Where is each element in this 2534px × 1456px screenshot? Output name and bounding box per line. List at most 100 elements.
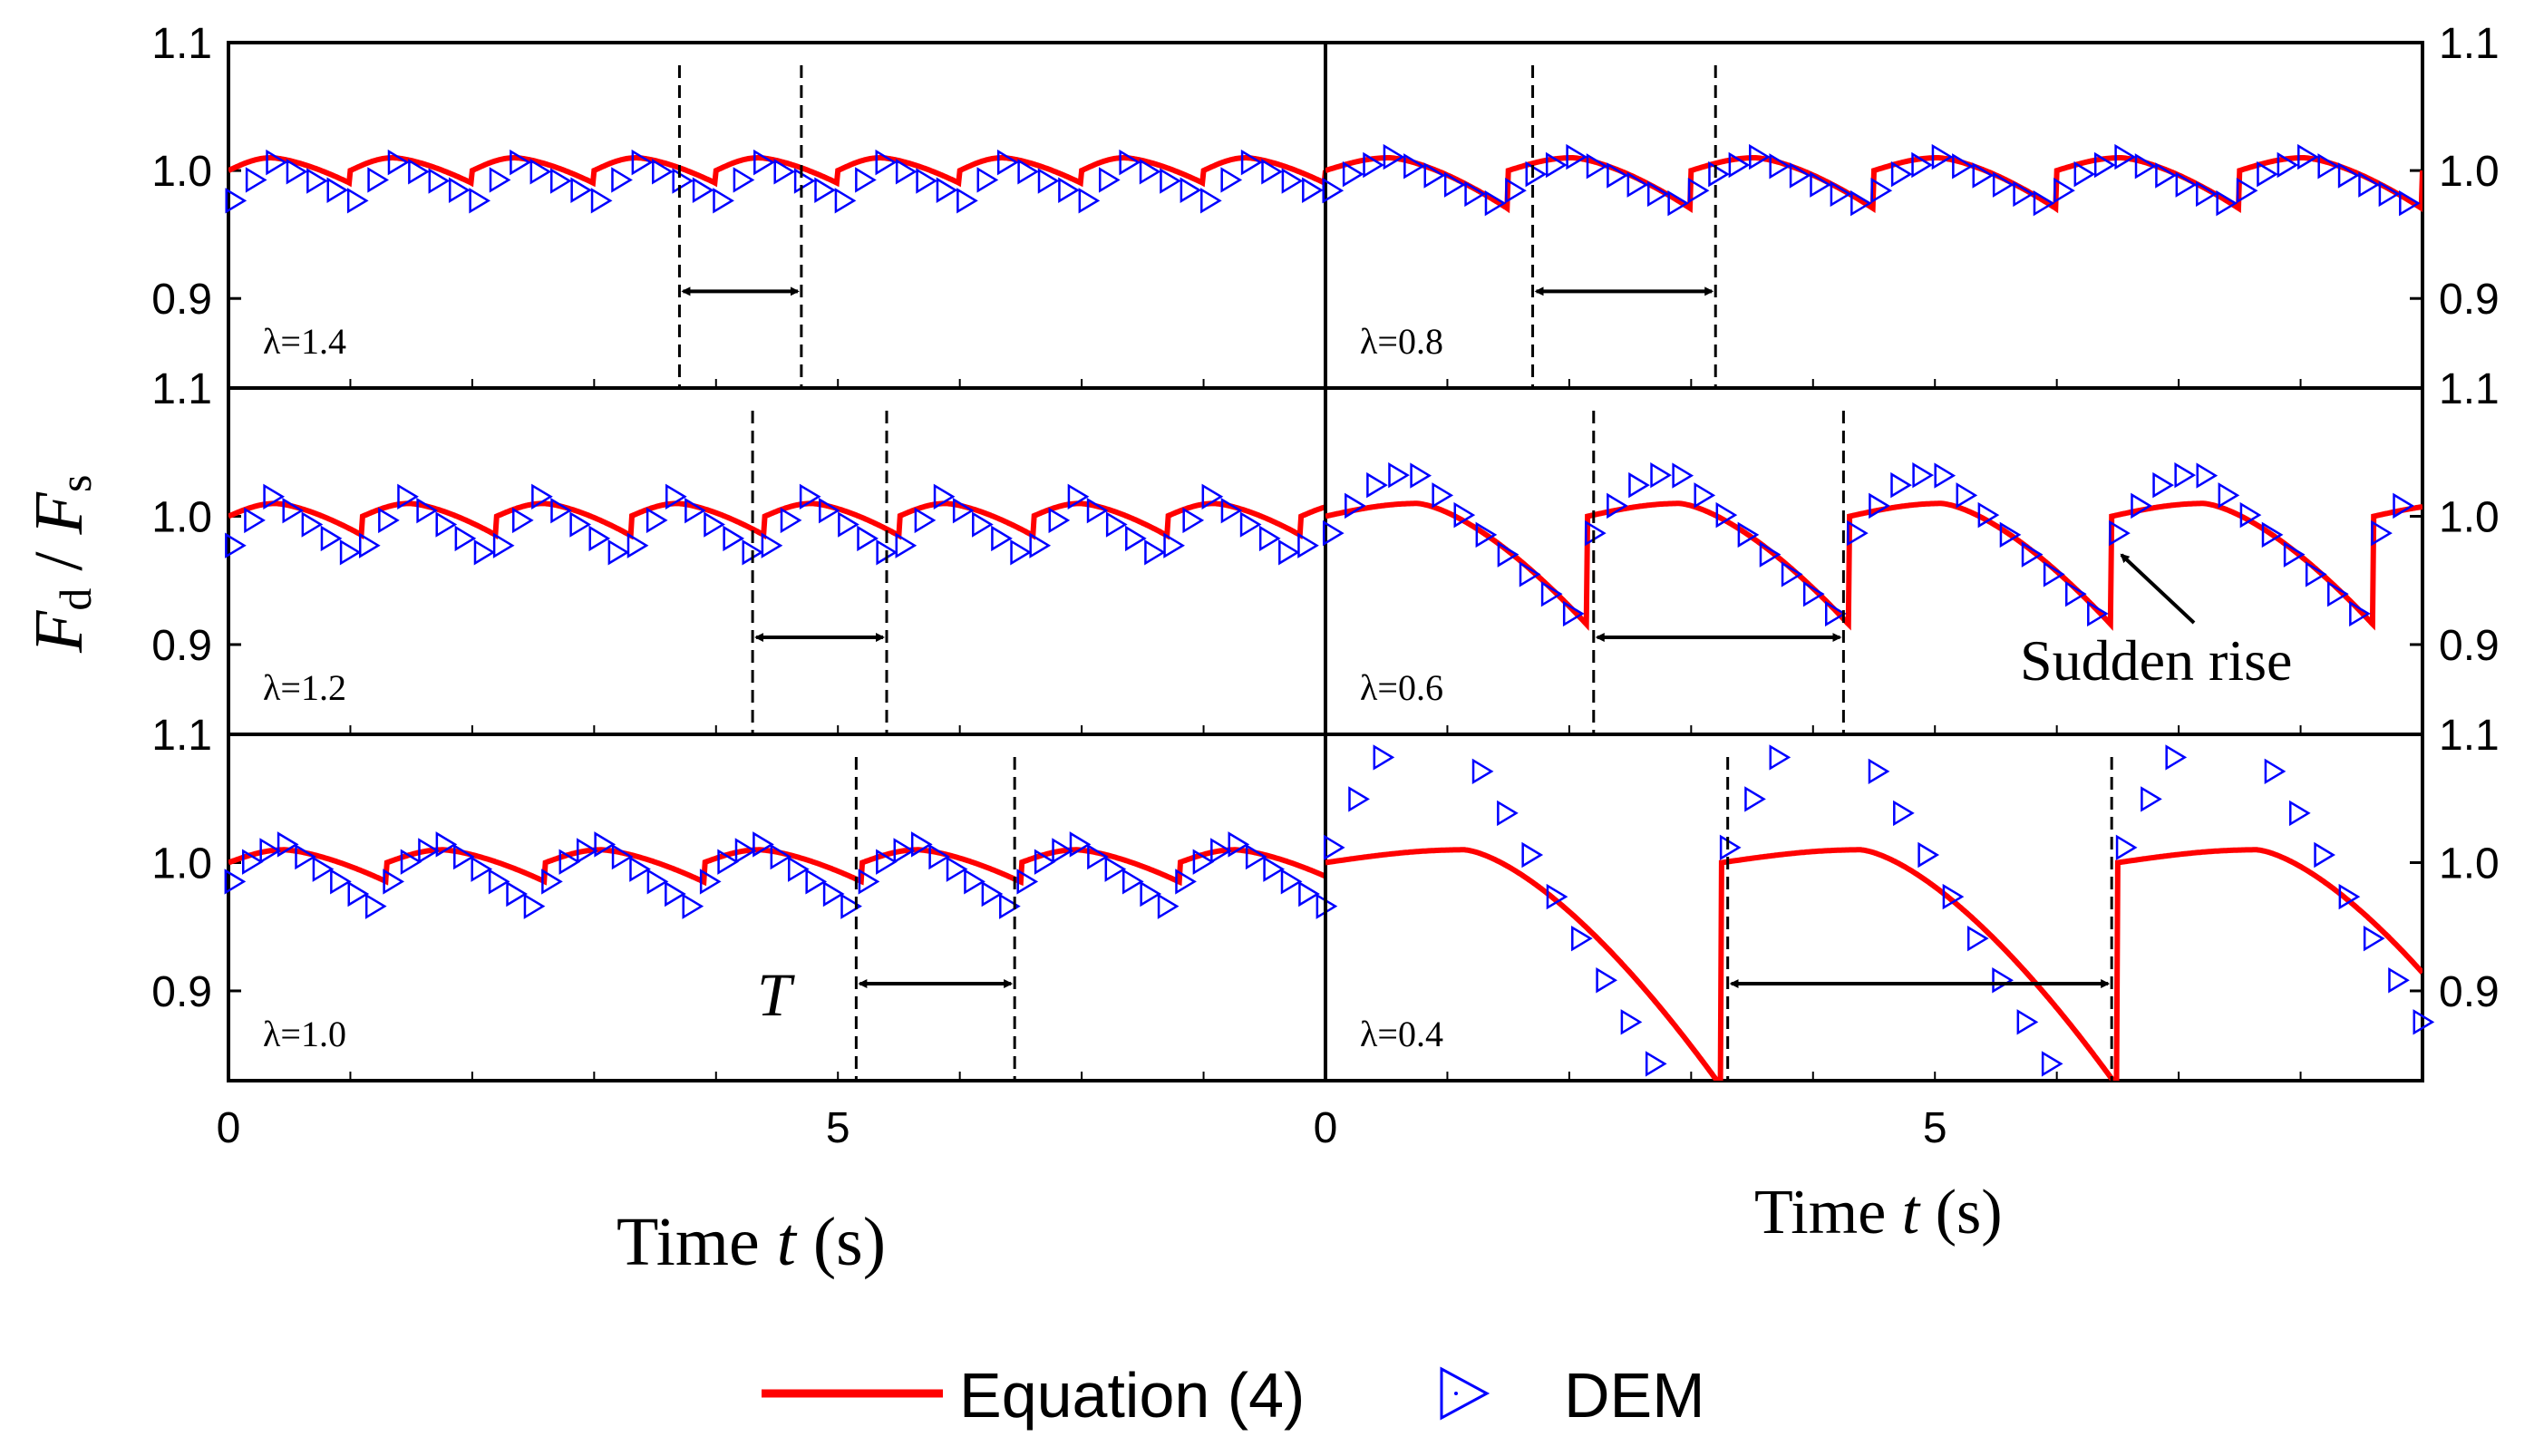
dem-marker: [1220, 497, 1243, 524]
x-tick-label: 5: [1923, 1104, 1947, 1152]
dem-marker: [717, 849, 740, 875]
y-tick-label: 1.0: [151, 493, 212, 541]
dem-marker: [981, 880, 1004, 908]
dem-marker: [1566, 143, 1588, 170]
dem-marker: [2043, 561, 2065, 587]
dem-marker: [875, 149, 898, 176]
dem-marker: [488, 869, 510, 895]
panel-frame: [1324, 41, 2424, 390]
dem-marker: [2053, 177, 2075, 204]
dem-marker: [244, 507, 266, 534]
dem-marker: [1977, 501, 2000, 529]
dem-marker: [761, 532, 783, 558]
dem-marker: [1484, 189, 1507, 217]
dem-marker: [704, 511, 725, 538]
y-tick-label: 1.0: [151, 840, 212, 888]
dem-marker: [1016, 869, 1039, 895]
lambda-label: λ=1.2: [263, 667, 346, 708]
dem-marker: [916, 168, 937, 194]
series-equation-line: [228, 155, 1325, 188]
dem-marker: [838, 511, 859, 538]
x-tick-label: 0: [1314, 1104, 1338, 1152]
dem-marker: [1956, 482, 1978, 509]
dem-marker: [1521, 841, 1544, 869]
dem-marker: [2388, 967, 2410, 994]
dem-marker: [266, 149, 287, 176]
dem-marker: [1759, 541, 1782, 568]
y-tick-label: 0.9: [2439, 276, 2500, 324]
dem-marker: [1519, 561, 1541, 587]
dem-marker: [1322, 177, 1345, 204]
dem-marker: [549, 168, 572, 194]
dem-marker: [895, 159, 917, 185]
dem-marker: [1497, 541, 1519, 568]
dem-marker: [999, 893, 1021, 919]
dem-marker: [2216, 189, 2238, 217]
dem-marker: [2297, 143, 2319, 170]
dem-marker: [397, 483, 419, 510]
dem-marker: [1596, 967, 1618, 994]
dem-marker: [259, 838, 282, 864]
dem-marker: [1781, 561, 1803, 587]
dem-marker: [1571, 925, 1593, 952]
dem-marker: [626, 532, 649, 558]
dem-marker: [576, 838, 598, 864]
dem-marker: [631, 149, 654, 176]
lambda-label: λ=0.6: [1360, 667, 1443, 708]
dem-marker: [611, 843, 634, 870]
dem-marker: [1667, 189, 1690, 217]
dem-marker: [1934, 462, 1956, 489]
dem-marker: [2218, 482, 2240, 509]
dem-marker: [1769, 153, 1791, 180]
dem-marker: [672, 168, 694, 194]
dem-marker: [1972, 162, 1995, 189]
series-equation-line: [228, 500, 1325, 540]
dem-marker: [330, 869, 352, 895]
legend-dem-marker: [1440, 1366, 1490, 1421]
dem-marker: [301, 511, 324, 538]
dem-marker: [1626, 171, 1649, 198]
dem-marker: [400, 849, 422, 875]
y-tick-label: 1.1: [2439, 20, 2500, 68]
dem-marker: [819, 497, 840, 524]
dem-marker: [895, 532, 917, 558]
dem-marker: [1258, 525, 1281, 552]
dem-marker: [840, 893, 862, 919]
dem-marker: [1363, 151, 1384, 179]
dem-marker: [1847, 519, 1869, 547]
dem-marker: [1373, 744, 1395, 771]
panel-middle-right: 0.9 1.0 1.1 λ=0.6: [1322, 365, 2500, 736]
dem-marker: [346, 188, 369, 214]
dem-marker: [991, 525, 1013, 552]
dem-marker: [326, 177, 349, 203]
dem-marker: [2087, 600, 2109, 627]
dem-marker: [263, 483, 286, 510]
dem-marker: [1423, 162, 1446, 189]
dem-marker: [699, 869, 722, 895]
dem-marker: [473, 539, 496, 566]
dem-marker: [1157, 893, 1180, 919]
dem-marker: [306, 168, 328, 194]
y-tick-label: 0.9: [151, 968, 212, 1016]
dem-marker: [928, 843, 951, 870]
dem-marker: [1628, 471, 1650, 499]
dem-marker: [1388, 461, 1410, 489]
dem-marker: [1999, 521, 2022, 548]
dem-marker: [1210, 838, 1232, 864]
dem-marker: [1475, 521, 1498, 548]
dem-marker: [2152, 471, 2174, 499]
dem-marker: [1087, 843, 1109, 870]
dem-marker: [378, 507, 400, 534]
dem-marker: [295, 843, 316, 870]
dem-marker: [448, 177, 471, 203]
dem-marker: [489, 167, 511, 193]
dem-marker: [2288, 800, 2311, 827]
dem-marker: [1297, 532, 1319, 558]
dem-marker: [1868, 758, 1890, 785]
dem-marker: [914, 507, 937, 534]
dem-marker: [453, 843, 475, 870]
dem-marker: [910, 831, 933, 858]
dem-marker: [1562, 600, 1585, 627]
dem-marker: [734, 838, 757, 864]
dem-marker: [1302, 177, 1324, 203]
